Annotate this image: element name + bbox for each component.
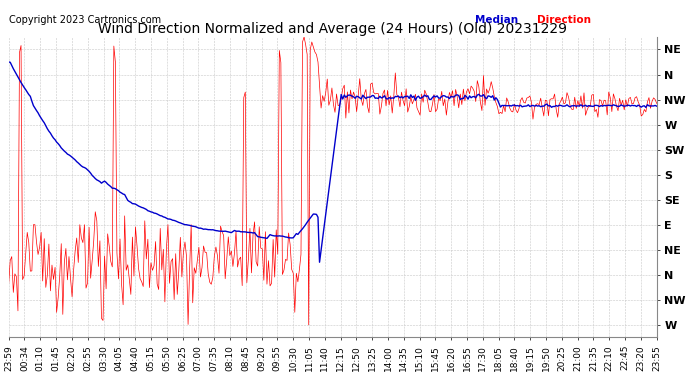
Text: Median: Median — [475, 15, 518, 25]
Title: Wind Direction Normalized and Average (24 Hours) (Old) 20231229: Wind Direction Normalized and Average (2… — [98, 22, 567, 36]
Text: Copyright 2023 Cartronics.com: Copyright 2023 Cartronics.com — [9, 15, 161, 25]
Text: Direction: Direction — [537, 15, 591, 25]
